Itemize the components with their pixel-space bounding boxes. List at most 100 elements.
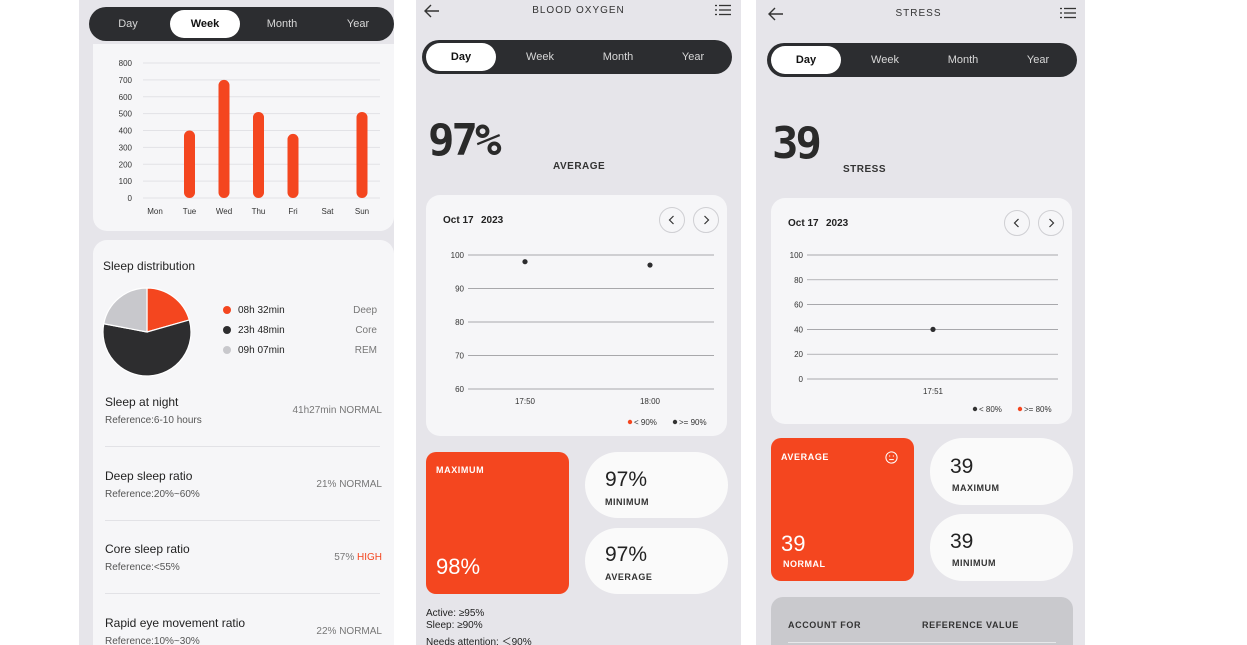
y-tick-label: 700 — [119, 76, 133, 85]
tab-week[interactable]: Week — [526, 51, 554, 63]
tab-year[interactable]: Year — [681, 51, 705, 63]
legend-label: < 80% — [979, 405, 1002, 414]
average-card-label: AVERAGE — [605, 572, 653, 582]
legend-label-core: Core — [355, 325, 377, 336]
metric-title: Sleep at night — [105, 395, 179, 409]
maximum-card: MAXIMUM 98% — [426, 452, 569, 594]
pie-slice-rem — [103, 287, 148, 333]
tab-week[interactable]: Week — [871, 54, 899, 66]
chevron-right-icon — [1049, 218, 1055, 228]
sleep-bar-chart: 800 700 600 500 400 300 200 100 0 Mon Tue Wed Thu Fri… — [119, 59, 380, 216]
y-tick-label: 90 — [455, 285, 464, 294]
metric-value: 57% HIGH — [334, 552, 382, 563]
y-tick-label: 80 — [794, 276, 803, 285]
legend-value-deep: 08h 32min — [238, 305, 285, 316]
legend-dot-deep — [223, 306, 231, 314]
x-tick-label: Sat — [321, 207, 334, 216]
y-tick-label: 20 — [794, 350, 803, 359]
prev-date-button[interactable] — [659, 207, 685, 233]
sleep-pie-chart — [102, 287, 192, 377]
tab-month[interactable]: Month — [947, 54, 979, 66]
metric-row[interactable]: Sleep at night Reference:6-10 hours 41h27m… — [93, 395, 394, 455]
reference-table: ACCOUNT FOR REFERENCE VALUE — [771, 597, 1073, 645]
y-tick-label: 60 — [794, 301, 803, 310]
next-date-button[interactable] — [1038, 210, 1064, 236]
y-tick-label: 300 — [119, 143, 133, 152]
y-tick-label: 60 — [455, 385, 464, 394]
pie-slice-core — [102, 319, 192, 377]
metric-value: 22% NORMAL — [316, 625, 382, 637]
period-tabs: Day Week Month Year — [89, 7, 394, 41]
y-tick-label: 600 — [119, 93, 133, 102]
chevron-left-icon — [1013, 218, 1019, 228]
prev-date-button[interactable] — [1004, 210, 1030, 236]
chart-date: Oct 17 — [443, 215, 474, 226]
average-card-value: 97% — [605, 543, 648, 566]
metric-divider — [105, 593, 380, 594]
bar-thu — [253, 111, 264, 198]
metric-row[interactable]: Deep sleep ratio Reference:20%~60% 21% NOR… — [93, 469, 394, 529]
tab-month[interactable]: Month — [266, 18, 298, 30]
metric-reference: Reference:20%~60% — [105, 488, 200, 500]
x-tick-label: Tue — [183, 207, 197, 216]
x-tick-label: 18:00 — [640, 397, 661, 406]
x-tick-label: Mon — [147, 207, 163, 216]
tab-day[interactable]: Day — [118, 18, 138, 30]
page-title: BLOOD OXYGEN — [532, 5, 625, 16]
y-tick-label: 0 — [799, 375, 804, 384]
chart-year: 2023 — [481, 215, 504, 226]
sleep-panel: Day Week Month Year 800 700 600 500 400 300 20… — [79, 0, 394, 645]
legend-dot-core — [223, 326, 231, 334]
tab-month[interactable]: Month — [602, 51, 634, 63]
legend-dot — [1017, 406, 1023, 412]
tab-week[interactable]: Week — [170, 10, 240, 38]
minimum-label: MINIMUM — [952, 558, 996, 568]
next-date-button[interactable] — [693, 207, 719, 233]
metric-value: 21% NORMAL — [316, 478, 382, 490]
minimum-value: 97% — [605, 468, 648, 491]
metric-status: NORMAL — [339, 478, 382, 490]
period-tabs: Day Week Month Year — [767, 43, 1077, 77]
y-tick-label: 100 — [451, 251, 465, 260]
x-tick-label: 17:50 — [515, 397, 536, 406]
bar-sun — [356, 111, 368, 198]
x-tick-label: Wed — [216, 207, 232, 216]
tab-day[interactable]: Day — [426, 43, 496, 71]
tab-day[interactable]: Day — [771, 46, 841, 74]
stress-chart-card: Oct 17 2023 100 80 60 40 20 0 17:51 < 80% >= 80% — [771, 198, 1072, 424]
legend-label-rem: REM — [354, 345, 377, 356]
sleep-chart-card: 800 700 600 500 400 300 200 100 0 Mon Tue Wed Thu Fri… — [93, 44, 394, 231]
tab-year[interactable]: Year — [346, 18, 370, 30]
back-arrow-icon[interactable] — [424, 4, 440, 18]
menu-list-icon[interactable] — [1060, 7, 1076, 19]
y-tick-label: 500 — [119, 110, 133, 119]
average-card: 97% AVERAGE — [585, 528, 728, 594]
x-tick-label: Sun — [355, 207, 369, 216]
oxygen-chart-card: Oct 17 2023 100 90 80 70 60 17:50 18:00 < 90% >=… — [426, 195, 727, 436]
menu-list-icon[interactable] — [715, 4, 731, 16]
note-active: Active: ≥95% — [426, 608, 485, 619]
minimum-label: MINIMUM — [605, 497, 649, 507]
sleep-distribution-card: Sleep distribution 08h 32min Deep 23h 48mi… — [93, 240, 394, 645]
back-arrow-icon[interactable] — [768, 7, 784, 21]
metric-title: Deep sleep ratio — [105, 468, 193, 483]
minimum-value: 39 — [950, 530, 974, 553]
average-label: AVERAGE — [781, 452, 830, 462]
column-header-reference-value: REFERENCE VALUE — [922, 620, 1019, 630]
table-divider — [788, 642, 1056, 643]
x-tick-label: 17:51 — [923, 387, 944, 396]
metric-row[interactable]: Rapid eye movement ratio Reference:10%~30… — [93, 616, 394, 645]
metric-divider — [105, 446, 380, 447]
average-status: NORMAL — [783, 559, 826, 569]
metric-row[interactable]: Core sleep ratio Reference:<55% 57% HIGH — [93, 542, 394, 602]
bar-fri — [287, 133, 299, 198]
y-tick-label: 800 — [119, 59, 133, 68]
legend-value-core: 23h 48min — [238, 325, 285, 336]
period-tabs: Day Week Month Year — [422, 40, 732, 74]
maximum-card: 39 MAXIMUM — [930, 438, 1073, 505]
bar-wed — [218, 79, 230, 198]
legend-label: >= 90% — [679, 418, 707, 427]
x-tick-label: Thu — [252, 207, 266, 216]
tab-year[interactable]: Year — [1026, 54, 1050, 66]
note-needs-attention: Needs attention: ＜90% — [426, 637, 532, 645]
